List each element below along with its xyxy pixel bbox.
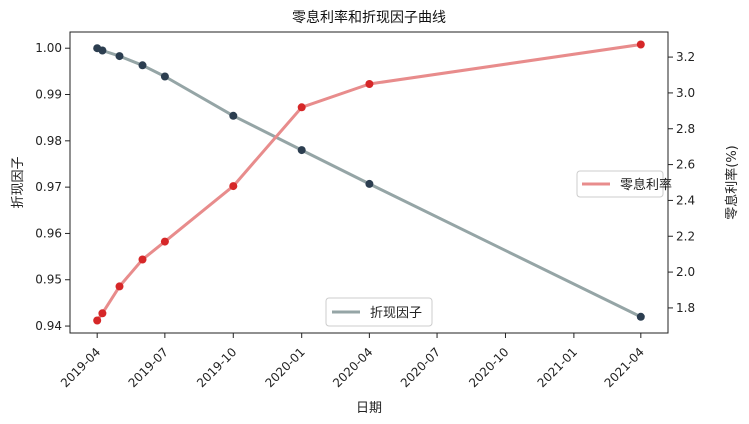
- x-axis-label: 日期: [356, 401, 382, 416]
- y-left-tick-label: 0.95: [35, 273, 62, 287]
- x-tick-label: 2021-04: [602, 345, 647, 390]
- data-point-zero-rate: [115, 282, 124, 291]
- y-left-axis-ticks: 0.94 0.95 0.96 0.97 0.98 0.99 1.00: [35, 41, 70, 333]
- y-left-tick-label: 0.96: [35, 226, 62, 240]
- data-point-discount-factor: [138, 61, 147, 70]
- legend-zero-rate-label: 零息利率: [620, 177, 672, 193]
- y-right-tick-label: 1.8: [676, 301, 695, 315]
- x-tick-label: 2020-07: [398, 345, 443, 390]
- x-tick-label: 2020-04: [330, 345, 375, 390]
- y-left-tick-label: 0.98: [35, 134, 62, 148]
- y-right-tick-label: 2.8: [676, 122, 695, 136]
- x-axis-ticks: 2019-04 2019-07 2019-10 2020-01 2020-04 2020-…: [58, 333, 647, 390]
- legend-discount-factor: 折现因子: [325, 297, 433, 327]
- x-tick-label: 2020-10: [466, 345, 511, 390]
- data-point-zero-rate: [98, 309, 107, 318]
- data-point-zero-rate: [297, 103, 306, 112]
- legend-discount-factor-box: [325, 297, 433, 327]
- data-point-discount-factor: [229, 111, 238, 120]
- y-right-tick-label: 2.0: [676, 265, 695, 279]
- y-right-tick-label: 2.6: [676, 158, 695, 172]
- data-point-zero-rate: [636, 40, 645, 49]
- data-point-discount-factor: [115, 52, 124, 61]
- data-point-zero-rate: [93, 316, 102, 325]
- x-tick-label: 2020-01: [262, 345, 307, 390]
- y-left-tick-label: 1.00: [35, 41, 62, 55]
- data-point-discount-factor: [365, 179, 374, 188]
- y-right-axis-ticks: 1.8 2.0 2.2 2.4 2.6 2.8 3.0 3.2: [668, 50, 695, 315]
- x-tick-label: 2019-04: [58, 345, 103, 390]
- y-left-tick-label: 0.97: [35, 180, 62, 194]
- chart-title: 零息利率和折现因子曲线: [292, 9, 446, 26]
- data-point-zero-rate: [138, 255, 147, 264]
- y-left-tick-label: 0.94: [35, 319, 62, 333]
- y-right-tick-label: 2.4: [676, 193, 695, 207]
- data-point-discount-factor: [98, 46, 107, 55]
- y-right-axis-label: 零息利率(%): [724, 145, 740, 220]
- data-point-zero-rate: [229, 182, 238, 191]
- data-point-discount-factor: [636, 312, 645, 321]
- series-layer: [93, 40, 645, 325]
- y-left-tick-label: 0.99: [35, 88, 62, 102]
- y-right-tick-label: 2.2: [676, 229, 695, 243]
- y-left-axis-label: 折现因子: [11, 156, 26, 208]
- data-point-zero-rate: [365, 80, 374, 88]
- x-tick-label: 2021-01: [535, 345, 580, 390]
- y-right-tick-label: 3.0: [676, 86, 695, 100]
- x-tick-label: 2019-07: [126, 345, 171, 390]
- legend-zero-rate-box: [576, 170, 664, 198]
- data-point-discount-factor: [297, 146, 306, 155]
- x-tick-label: 2019-10: [194, 345, 239, 390]
- legend-discount-factor-label: 折现因子: [370, 306, 422, 321]
- data-point-discount-factor: [160, 72, 169, 81]
- data-point-zero-rate: [160, 237, 169, 246]
- y-right-tick-label: 3.2: [676, 50, 695, 64]
- legend-zero-rate: 零息利率: [576, 170, 672, 198]
